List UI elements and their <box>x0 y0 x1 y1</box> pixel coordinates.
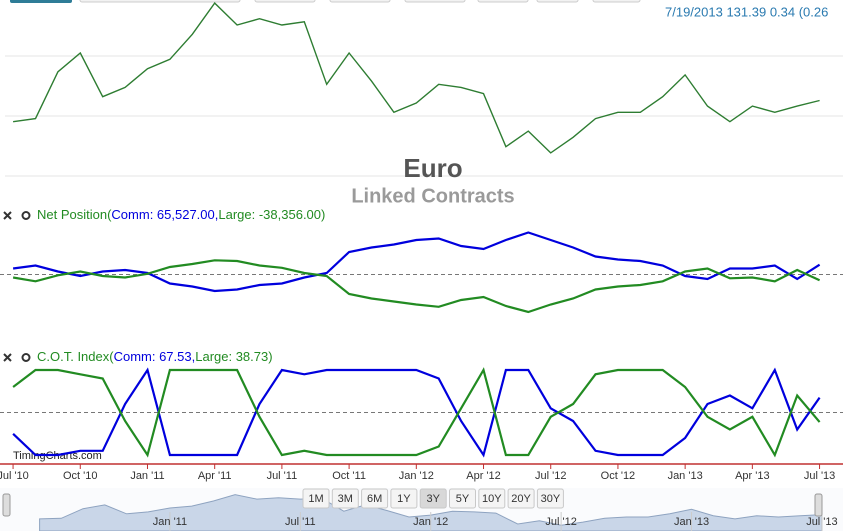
range-button-label[interactable]: 10Y <box>482 493 502 505</box>
x-tick-label: Apr '11 <box>198 470 232 482</box>
navigator-area <box>39 494 823 531</box>
tab[interactable] <box>254 0 316 3</box>
range-button[interactable] <box>536 488 564 509</box>
navigator-tick-label: Jan '13 <box>674 516 709 528</box>
top-tabs <box>10 0 641 3</box>
range-button-label[interactable]: 6M <box>367 493 382 505</box>
series-line <box>12 259 821 314</box>
price-line <box>13 2 820 154</box>
tab[interactable] <box>404 0 466 3</box>
x-tick-label: Jan '11 <box>130 470 164 482</box>
tab[interactable] <box>329 0 391 3</box>
navigator-tick-label: Jul '11 <box>285 516 316 528</box>
x-tick-label: Oct '12 <box>601 470 636 482</box>
panel-icons <box>3 211 31 362</box>
legend-title: ) <box>268 349 272 364</box>
navigator-handle[interactable] <box>2 493 11 517</box>
x-tick-label: Apr '12 <box>466 470 501 482</box>
range-button-label[interactable]: 5Y <box>456 493 470 505</box>
legend: Net Position(Comm: 65,527.00,Large: -38,… <box>37 207 325 222</box>
range-button-label[interactable]: 3Y <box>426 493 440 505</box>
range-button[interactable] <box>302 488 330 509</box>
series-line <box>12 367 821 458</box>
range-button[interactable] <box>449 488 476 509</box>
range-selector: 1M 3M 6M 1Y 3Y 5Y 10Y 20Y 30Y <box>302 488 564 509</box>
range-button[interactable] <box>419 488 447 509</box>
legend: C.O.T. Index(Comm: 67.53,Large: 38.73) <box>37 349 273 364</box>
legend-entry: Large: 38.73 <box>195 349 268 364</box>
range-button[interactable] <box>390 488 418 509</box>
navigator-tick-label: Jan '11 <box>153 516 187 528</box>
x-tick-label: Oct '10 <box>63 470 98 482</box>
x-tick-label: Jul '13 <box>804 470 835 482</box>
tab[interactable] <box>477 0 529 3</box>
x-tick-label: Oct '11 <box>332 470 366 482</box>
x-tick-label: Apr '13 <box>735 470 770 482</box>
navigator-tick-label: Jul '13 <box>806 516 837 528</box>
tab[interactable] <box>592 0 641 3</box>
tab[interactable] <box>10 0 72 3</box>
navigator-handle[interactable] <box>814 493 823 517</box>
legend-entry: Large: -38,356.00 <box>218 207 321 222</box>
range-button[interactable] <box>361 488 389 509</box>
settings-icon[interactable] <box>21 353 31 362</box>
series-line <box>12 367 821 458</box>
range-button-label[interactable]: 3M <box>338 493 353 505</box>
x-tick-label: Jan '12 <box>399 470 434 482</box>
x-tick-label: Jul '10 <box>0 470 29 482</box>
chart-subtitle: Linked Contracts <box>351 185 514 207</box>
chart-title: Euro <box>403 153 462 183</box>
tab[interactable] <box>79 0 241 3</box>
navigator-tick-label: Jul '12 <box>545 516 576 528</box>
range-button-label[interactable]: 1M <box>308 493 323 505</box>
x-tick-label: Jan '13 <box>668 470 703 482</box>
range-button-label[interactable]: 1Y <box>397 493 411 505</box>
legend-entry: Comm: 67.53, <box>114 349 196 364</box>
series-line <box>12 231 821 293</box>
x-tick-label: Jul '11 <box>267 470 298 482</box>
tab[interactable] <box>536 0 579 3</box>
legend-title: Net Position( <box>37 207 112 222</box>
legend-entry: Comm: 65,527.00, <box>111 207 218 222</box>
range-button-label[interactable]: 30Y <box>541 493 561 505</box>
navigator-tick-label: Jan '12 <box>413 516 448 528</box>
close-icon[interactable] <box>3 353 12 362</box>
range-button[interactable] <box>331 488 359 509</box>
legend-title: C.O.T. Index( <box>37 349 114 364</box>
range-button-label[interactable]: 20Y <box>511 493 531 505</box>
legend-title: ) <box>321 207 325 222</box>
range-button[interactable] <box>507 488 535 509</box>
x-tick-label: Jul '12 <box>535 470 566 482</box>
range-button[interactable] <box>478 488 506 509</box>
settings-icon[interactable] <box>21 211 31 220</box>
quote: 7/19/2013 131.39 0.34 (0.26 <box>665 4 828 19</box>
close-icon[interactable] <box>3 211 12 220</box>
